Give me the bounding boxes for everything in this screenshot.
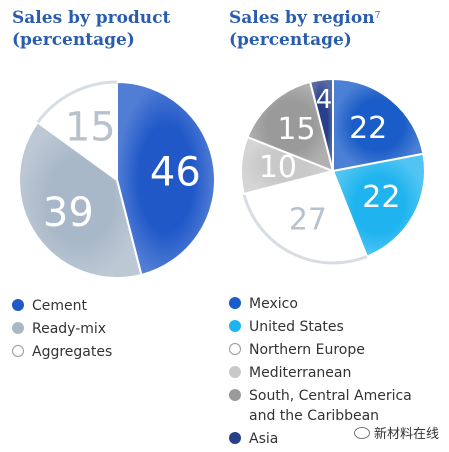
pie-slice-south-central-america-and-the-caribbean (246, 80, 335, 173)
pie-label-cement: 46 (150, 150, 201, 196)
legend-label-cement: Cement (32, 298, 88, 314)
pie-label-mediterranean: 10 (259, 150, 297, 185)
legend-item-mediterranean: Mediterranean (229, 363, 412, 383)
pie-label-ready-mix: 39 (43, 190, 94, 236)
pie-label-aggregates: 15 (65, 105, 116, 151)
legend-item-ready-mix: Ready-mix (12, 319, 112, 339)
legend-item-south-central-america-and-the-caribbean: South, Central America and the Caribbean (229, 386, 412, 426)
legend-label-mexico: Mexico (249, 296, 298, 312)
pie-slice-edge-aggregates (36, 80, 118, 124)
product-pie-chart: 46 39 15 (18, 80, 216, 279)
legend-label-mediterranean: Mediterranean (249, 365, 352, 381)
pie-slice-mexico (332, 77, 425, 173)
legend-item-asia: Asia (229, 429, 412, 449)
region-chart-title: Sales by region7 (percentage) (229, 7, 380, 51)
pie-slice-ready-mix (18, 120, 143, 279)
legend-swatch-ready-mix (12, 322, 24, 334)
pie-slice-edge-northern-europe (242, 193, 368, 265)
pie-label-mexico: 22 (349, 111, 387, 146)
legend-label-united-states: United States (249, 319, 344, 335)
pie-label-asia: 4 (316, 85, 333, 115)
pie-slice-asia (308, 77, 334, 172)
legend-swatch-aggregates (12, 345, 24, 357)
product-chart-title-text: Sales by product (12, 8, 171, 28)
legend-swatch-mexico (229, 297, 241, 309)
region-chart-subtitle: (percentage) (229, 30, 352, 50)
watermark: 新材料在线 (353, 423, 439, 442)
product-chart-title: Sales by product (percentage) (12, 7, 170, 51)
pie-slice-cement (116, 80, 216, 277)
legend-label-south-central-america-and-the-caribbean: South, Central America and the Caribbean (249, 388, 412, 424)
legend-swatch-asia (229, 432, 241, 444)
legend-swatch-united-states (229, 320, 241, 332)
pie-label-northern-europe: 27 (289, 203, 327, 238)
legend-swatch-northern-europe (229, 343, 241, 355)
pie-slice-united-states (331, 152, 426, 258)
legend-swatch-south-central-america-and-the-caribbean (229, 389, 241, 401)
legend-item-mexico: Mexico (229, 294, 412, 314)
region-chart-title-text: Sales by region (229, 8, 375, 28)
legend-label-northern-europe: Northern Europe (249, 342, 365, 358)
legend-swatch-mediterranean (229, 366, 241, 378)
legend-item-cement: Cement (12, 296, 112, 316)
legend-item-northern-europe: Northern Europe (229, 340, 412, 360)
pie-label-south-central-america-and-the-caribbean: 15 (277, 112, 315, 147)
legend-label-aggregates: Aggregates (32, 344, 113, 360)
product-legend: Cement Ready-mix Aggregates (12, 296, 112, 365)
legend-item-aggregates: Aggregates (12, 342, 112, 362)
legend-label-asia: Asia (249, 431, 279, 447)
legend-swatch-cement (12, 299, 24, 311)
legend-label-ready-mix: Ready-mix (32, 321, 107, 337)
product-chart-subtitle: (percentage) (12, 30, 135, 50)
legend-item-united-states: United States (229, 317, 412, 337)
wechat-icon (353, 427, 370, 439)
pie-label-united-states: 22 (362, 180, 400, 215)
watermark-text: 新材料在线 (373, 427, 439, 442)
region-legend: Mexico United States Northern Europe Medite… (229, 294, 412, 452)
region-chart-title-note: 7 (374, 11, 381, 21)
